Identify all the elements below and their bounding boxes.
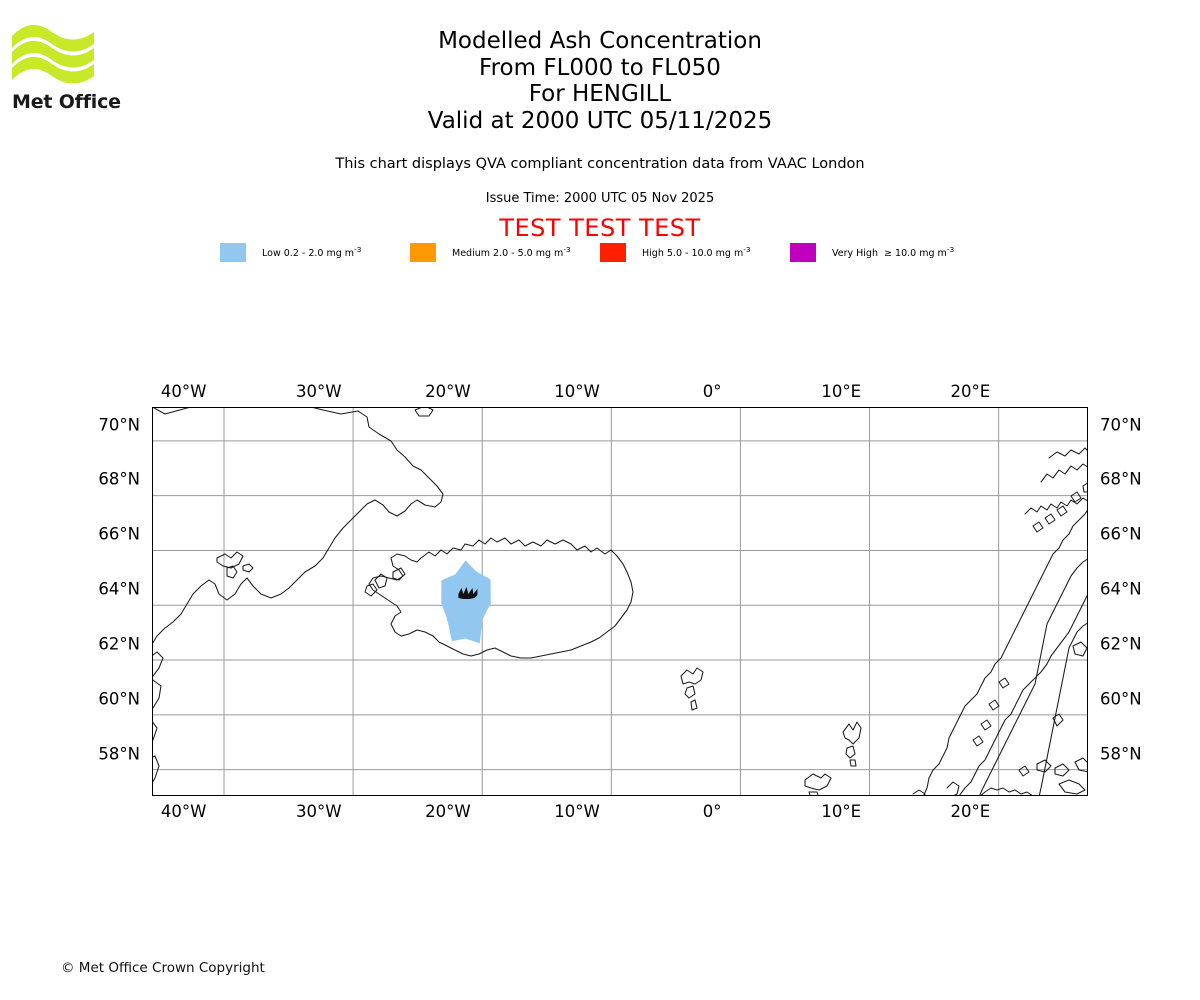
title-line-1: Modelled Ash Concentration (438, 28, 762, 54)
lon-label-top-10e: 10°E (821, 382, 862, 401)
test-banner: TEST TEST TEST (499, 214, 701, 242)
lat-label-left-64n: 64°N (98, 579, 140, 599)
lon-label-top-30w: 30°W (296, 382, 342, 401)
legend-label-medium: Medium 2.0 - 5.0 mg m-3 (452, 245, 571, 260)
map-gridlines (153, 408, 1087, 795)
legend-swatch-very-high (790, 243, 816, 262)
ash-plume (441, 560, 491, 644)
lat-label-right-66n: 66°N (1100, 524, 1142, 544)
source-marker-icon (458, 587, 478, 599)
copyright-footer: © Met Office Crown Copyright (61, 960, 265, 976)
map-canvas (153, 408, 1087, 795)
legend-item-low: Low 0.2 - 2.0 mg m-3 (220, 243, 410, 262)
lat-label-right-60n: 60°N (1100, 689, 1142, 709)
map-frame (152, 407, 1088, 796)
lon-label-bottom-40w: 40°W (160, 802, 207, 821)
title-line-3: For HENGILL (528, 81, 672, 107)
legend-item-high: High 5.0 - 10.0 mg m-3 (600, 243, 790, 262)
lat-label-right-64n: 64°N (1100, 579, 1142, 599)
plume-contour (441, 560, 491, 644)
lon-label-bottom-20w: 20°W (425, 802, 471, 821)
legend-swatch-medium (410, 243, 436, 262)
lat-label-right-62n: 62°N (1100, 634, 1142, 654)
title-line-4: Valid at 2000 UTC 05/11/2025 (427, 107, 773, 134)
legend-item-medium: Medium 2.0 - 5.0 mg m-3 (410, 243, 600, 262)
coastlines (153, 408, 1087, 795)
legend-item-very-high: Very High ≥ 10.0 mg m-3 (790, 243, 980, 262)
legend-label-low: Low 0.2 - 2.0 mg m-3 (262, 245, 362, 260)
lon-label-bottom-10e: 10°E (821, 802, 862, 821)
lat-label-right-68n: 68°N (1100, 469, 1142, 489)
lon-label-bottom-10w: 10°W (554, 802, 600, 821)
lon-label-top-20e: 20°E (950, 382, 991, 401)
lat-label-left-66n: 66°N (98, 524, 140, 544)
legend-swatch-high (600, 243, 626, 262)
lon-label-bottom-0: 0° (702, 802, 722, 821)
lon-label-bottom-20e: 20°E (950, 802, 991, 821)
lat-label-right-58n: 58°N (1100, 744, 1142, 764)
lat-label-left-68n: 68°N (98, 469, 140, 489)
legend-label-high: High 5.0 - 10.0 mg m-3 (642, 245, 751, 260)
lat-label-left-60n: 60°N (98, 689, 140, 709)
lon-label-top-10w: 10°W (554, 382, 600, 401)
lon-label-bottom-30w: 30°W (296, 802, 342, 821)
chart-subtitle: This chart displays QVA compliant concen… (335, 156, 865, 172)
ash-concentration-map: 40°W 30°W 20°W 10°W 0° 10°E 20°E 40°W 30… (98, 382, 1141, 821)
lon-label-top-20w: 20°W (425, 382, 471, 401)
lon-label-top-40w: 40°W (160, 382, 207, 401)
legend-label-very-high: Very High ≥ 10.0 mg m-3 (832, 245, 955, 260)
lat-label-left-58n: 58°N (98, 744, 140, 764)
lon-label-top-0: 0° (702, 382, 722, 401)
lat-label-right-70n: 70°N (1100, 415, 1142, 434)
lat-label-left-70n: 70°N (98, 415, 140, 434)
met-office-logo: Met Office (12, 24, 202, 114)
lat-label-left-62n: 62°N (98, 634, 140, 654)
page-title: Modelled Ash Concentration From FL000 to… (0, 28, 1200, 134)
title-line-2: From FL000 to FL050 (479, 54, 721, 81)
concentration-legend: Low 0.2 - 2.0 mg m-3 Medium 2.0 - 5.0 mg… (0, 243, 1200, 262)
legend-swatch-low (220, 243, 246, 262)
met-office-wordmark: Met Office (12, 91, 121, 113)
met-office-waves-icon (12, 24, 94, 84)
issue-time: Issue Time: 2000 UTC 05 Nov 2025 (485, 191, 715, 206)
